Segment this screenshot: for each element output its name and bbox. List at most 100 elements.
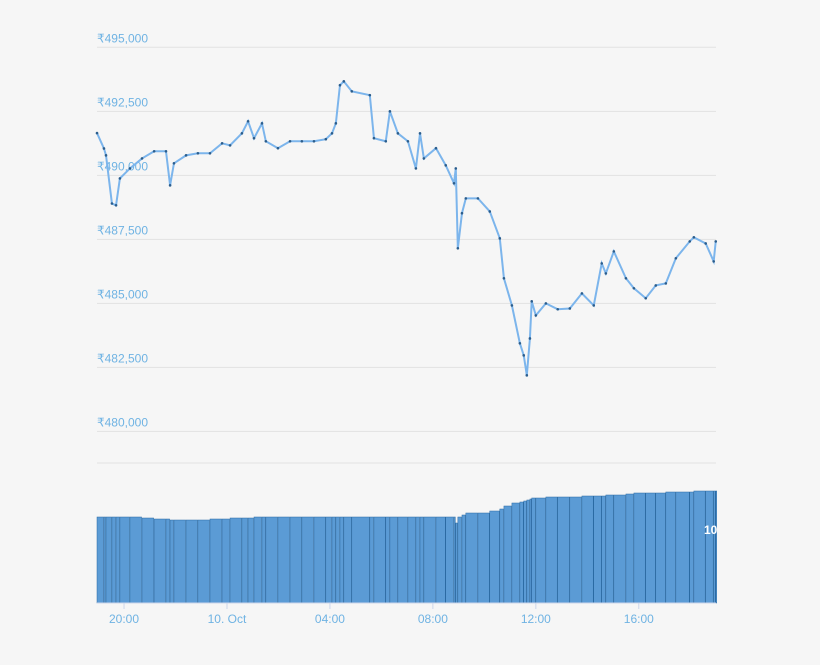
volume-bar <box>265 516 278 604</box>
volume-bar <box>173 519 186 604</box>
volume-bar <box>535 497 546 604</box>
volume-bar <box>165 518 170 604</box>
volume-bar <box>605 494 614 604</box>
price-point <box>518 342 522 345</box>
price-point <box>414 167 418 170</box>
price-point <box>568 307 572 310</box>
volume-bar <box>526 499 530 604</box>
volume-bar <box>153 518 166 604</box>
price-point <box>498 237 502 240</box>
price-point <box>502 276 506 280</box>
volume-bar <box>461 514 466 604</box>
price-point <box>264 139 268 143</box>
volume-bar <box>141 517 154 604</box>
volume-bar <box>105 516 112 604</box>
price-point <box>612 250 616 253</box>
volume-bar <box>385 516 390 604</box>
price-point <box>288 139 292 143</box>
price-point <box>324 137 328 141</box>
price-point <box>456 247 460 250</box>
y-tick-label: ₹482,500 <box>97 351 148 365</box>
volume-bar <box>313 516 326 604</box>
price-point <box>388 110 392 113</box>
volume-bar <box>511 502 520 604</box>
price-point <box>342 80 346 83</box>
price-point <box>184 154 188 157</box>
volume-bar <box>331 516 336 604</box>
price-point <box>434 146 438 150</box>
y-tick-label: ₹485,000 <box>97 287 148 301</box>
volume-bar <box>705 490 714 604</box>
volume-bar <box>593 495 602 604</box>
price-point <box>692 236 696 239</box>
x-tick-label: 16:00 <box>624 612 654 626</box>
price-point <box>140 157 144 160</box>
price-point <box>118 177 122 180</box>
volume-bar <box>581 495 594 604</box>
price-point <box>260 122 264 125</box>
price-point <box>164 149 168 153</box>
price-point <box>312 139 316 143</box>
price-point <box>208 152 212 155</box>
price-point <box>654 284 658 287</box>
volume-bar <box>197 519 210 604</box>
volume-bar <box>241 517 248 604</box>
price-point <box>704 242 708 245</box>
price-point <box>592 304 596 307</box>
volume-bar <box>221 518 230 604</box>
price-point <box>444 164 448 167</box>
price-point <box>396 132 400 135</box>
volume-bar <box>96 516 104 604</box>
price-point <box>95 131 99 135</box>
volume-bar <box>423 516 436 604</box>
price-point <box>714 240 718 243</box>
volume-bar <box>397 516 408 604</box>
volume-bar <box>343 516 352 604</box>
volume-bar <box>633 492 646 604</box>
price-point <box>460 211 464 215</box>
price-point <box>240 132 244 135</box>
price-point <box>228 144 232 147</box>
y-tick-label: ₹480,000 <box>97 415 148 429</box>
price-point <box>220 142 224 145</box>
price-point <box>528 337 532 340</box>
volume-bar <box>569 496 582 604</box>
price-point <box>372 136 376 140</box>
price-point <box>674 256 678 260</box>
volume-bar <box>601 495 606 604</box>
volume-bar <box>713 490 716 604</box>
price-point <box>114 203 118 207</box>
price-point <box>712 260 715 263</box>
price-point <box>452 181 456 185</box>
price-point <box>196 152 200 155</box>
volume-bar <box>445 516 454 604</box>
volume-bar <box>529 498 532 604</box>
volume-bar <box>419 516 424 604</box>
price-line <box>96 79 717 376</box>
price-point <box>422 157 426 160</box>
volume-bar <box>477 512 490 604</box>
y-tick-label: ₹490,000 <box>97 159 148 173</box>
volume-bar <box>129 516 142 604</box>
volume-bar <box>229 517 242 604</box>
price-point <box>418 132 422 135</box>
volume-bar <box>247 517 254 604</box>
volume-bar <box>645 492 656 604</box>
volume-bar <box>693 490 706 604</box>
volume-bar <box>261 516 266 604</box>
price-point <box>246 120 250 123</box>
x-tick-label: 04:00 <box>315 612 345 626</box>
price-point <box>300 139 304 143</box>
price-point <box>128 167 132 170</box>
volume-bar <box>455 522 458 604</box>
volume-bar <box>301 516 314 604</box>
volume-bar <box>655 492 666 604</box>
price-point <box>368 93 372 97</box>
x-tick-label: 20:00 <box>109 612 139 626</box>
volume-bar <box>115 516 120 604</box>
price-point <box>350 90 354 93</box>
volume-bar <box>373 516 386 604</box>
price-point <box>604 272 608 275</box>
price-point <box>580 292 584 295</box>
